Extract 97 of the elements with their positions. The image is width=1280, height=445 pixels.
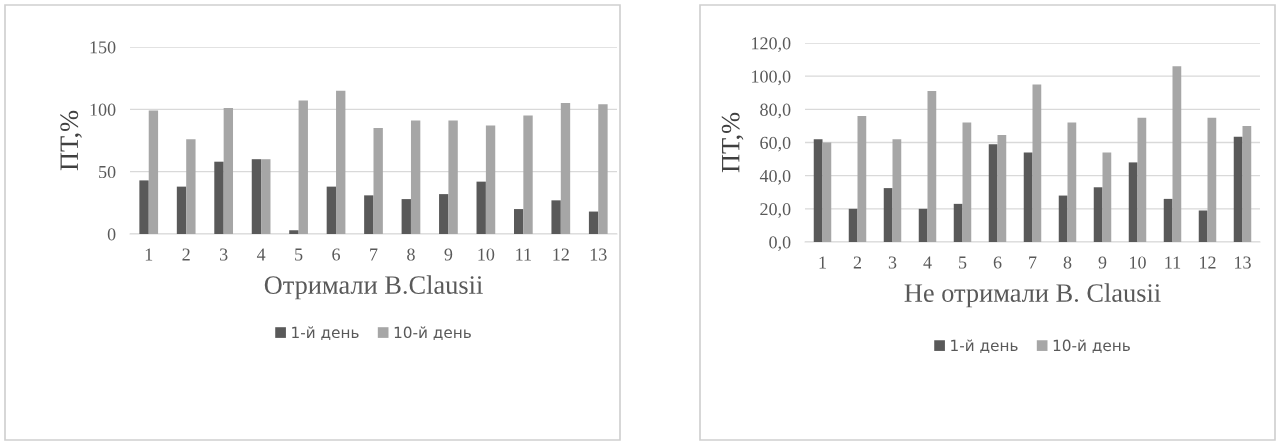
x-tick-label: 2 bbox=[182, 248, 190, 261]
x-tick-label: 3 bbox=[220, 248, 228, 261]
bar bbox=[439, 194, 449, 234]
x-tick-label: 12 bbox=[553, 248, 569, 261]
bar bbox=[962, 122, 972, 242]
x-tick-label: 1 bbox=[145, 248, 153, 261]
bar bbox=[1023, 152, 1033, 242]
bar bbox=[289, 230, 299, 234]
bar bbox=[223, 108, 234, 234]
legend-label: 1-й день bbox=[951, 339, 1018, 354]
y-tick-label: 150 bbox=[90, 41, 116, 54]
bar bbox=[927, 91, 937, 242]
x-tick-label: 6 bbox=[993, 256, 1002, 269]
bar bbox=[883, 188, 893, 242]
x-tick-label: 11 bbox=[1165, 256, 1181, 269]
y-tick-label: 100 bbox=[90, 103, 116, 116]
y-tick-label: 50 bbox=[99, 165, 116, 179]
bar bbox=[997, 135, 1007, 242]
bar bbox=[988, 144, 998, 242]
bar bbox=[1032, 84, 1042, 242]
x-tick-label: 8 bbox=[407, 248, 415, 261]
bar bbox=[1128, 162, 1138, 242]
bar bbox=[598, 104, 608, 234]
x-tick-label: 1 bbox=[819, 256, 826, 269]
y-tick-label: 0 bbox=[107, 228, 116, 241]
x-tick-label: 2 bbox=[853, 256, 862, 269]
x-tick-label: 10 bbox=[1130, 256, 1146, 269]
bar bbox=[1207, 117, 1217, 242]
x-tick-label: 11 bbox=[516, 248, 531, 261]
y-tick-label: 0,0 bbox=[769, 236, 791, 252]
bar bbox=[918, 208, 928, 242]
bar bbox=[251, 159, 262, 234]
bar bbox=[848, 208, 858, 242]
bar bbox=[186, 139, 196, 234]
bar bbox=[523, 115, 533, 234]
bar bbox=[551, 200, 561, 234]
y-tick-label: 40,0 bbox=[759, 169, 791, 185]
y-tick-label: 20,0 bbox=[760, 203, 791, 218]
bar bbox=[1233, 136, 1243, 242]
x-tick-label: 3 bbox=[888, 256, 897, 269]
bar bbox=[1067, 122, 1077, 242]
bar bbox=[1198, 210, 1208, 242]
x-axis-title: Не отримали B. Clausii bbox=[904, 283, 1161, 308]
bar bbox=[822, 142, 832, 242]
x-tick-label: 9 bbox=[444, 248, 453, 261]
bar bbox=[588, 211, 599, 234]
bar bbox=[148, 110, 159, 234]
bar bbox=[336, 90, 346, 234]
bar bbox=[1137, 117, 1147, 242]
x-tick-label: 6 bbox=[332, 248, 341, 261]
bar bbox=[485, 125, 496, 234]
bar bbox=[813, 139, 823, 242]
y-tick-label: 80,0 bbox=[760, 103, 791, 119]
bar bbox=[1163, 198, 1173, 242]
x-tick-label: 13 bbox=[1235, 256, 1251, 269]
x-tick-label: 7 bbox=[370, 248, 378, 261]
x-tick-label: 4 bbox=[256, 248, 266, 261]
bar bbox=[1093, 187, 1103, 242]
x-tick-label: 9 bbox=[1098, 256, 1107, 269]
bar bbox=[513, 209, 524, 234]
bar bbox=[560, 103, 571, 234]
bar bbox=[364, 195, 374, 234]
y-tick-label: 60,0 bbox=[760, 136, 791, 152]
bar bbox=[176, 186, 187, 234]
bar bbox=[410, 120, 421, 234]
x-tick-label: 5 bbox=[959, 256, 967, 269]
legend-label: 1-й день bbox=[292, 326, 359, 341]
bar bbox=[448, 120, 458, 234]
bar bbox=[261, 159, 271, 234]
y-tick-label: 100,0 bbox=[752, 70, 791, 86]
x-tick-label: 12 bbox=[1200, 256, 1216, 269]
bar bbox=[326, 186, 337, 234]
x-tick-label: 10 bbox=[478, 248, 495, 261]
bar bbox=[1058, 195, 1068, 242]
y-tick-label: 120,0 bbox=[752, 37, 791, 53]
bar bbox=[1102, 152, 1112, 242]
x-tick-label: 4 bbox=[923, 256, 932, 269]
bar bbox=[401, 199, 411, 234]
legend-label: 10-й день bbox=[1053, 339, 1130, 354]
legend-label: 10-й день bbox=[394, 326, 471, 341]
bar bbox=[892, 139, 902, 242]
x-tick-label: 8 bbox=[1063, 256, 1072, 269]
bar bbox=[1242, 125, 1252, 242]
x-tick-label: 7 bbox=[1029, 256, 1037, 269]
y-axis-title: ПТ,% bbox=[60, 110, 82, 171]
bar bbox=[214, 161, 224, 234]
bar bbox=[857, 115, 867, 242]
bar bbox=[139, 180, 149, 234]
y-axis-title: ПТ,% bbox=[721, 112, 744, 173]
bar bbox=[373, 128, 383, 234]
bar bbox=[476, 181, 486, 234]
bar bbox=[953, 203, 963, 242]
bar bbox=[1172, 66, 1182, 242]
x-axis-title: Отримали B.Clausii bbox=[264, 275, 483, 300]
x-tick-label: 5 bbox=[295, 248, 303, 261]
bar bbox=[298, 100, 308, 234]
x-tick-label: 13 bbox=[590, 248, 607, 261]
